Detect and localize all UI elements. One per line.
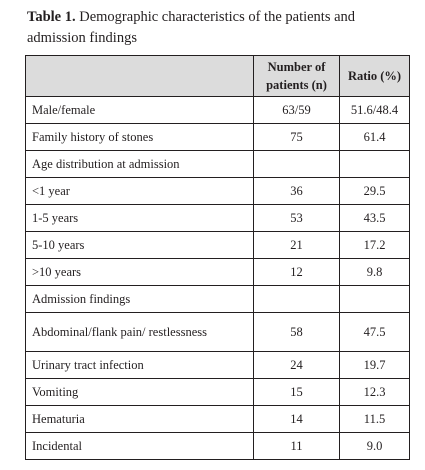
row-label: Incidental <box>25 432 254 460</box>
row-label: Admission findings <box>25 285 254 313</box>
row-ratio: 61.4 <box>339 123 410 151</box>
row-n <box>253 285 340 313</box>
row-label: Vomiting <box>25 378 254 406</box>
row-n: 15 <box>253 378 340 406</box>
header-row: Number of patients (n) Ratio (%) <box>25 55 410 97</box>
row-label: Abdominal/flank pain/ restlessness <box>25 312 254 352</box>
table-caption-label: Table 1. <box>27 9 76 25</box>
row-ratio <box>339 150 410 178</box>
table-row: Age distribution at admission <box>25 150 410 178</box>
row-ratio: 51.6/48.4 <box>339 96 410 124</box>
row-n: 53 <box>253 204 340 232</box>
row-ratio: 12.3 <box>339 378 410 406</box>
row-ratio: 9.8 <box>339 258 410 286</box>
row-n: 36 <box>253 177 340 205</box>
header-cell-number: Number of patients (n) <box>253 55 340 97</box>
table-caption: Table 1. Demographic characteristics of … <box>27 7 407 49</box>
row-n: 75 <box>253 123 340 151</box>
row-label: Urinary tract infection <box>25 351 254 379</box>
table-row: Hematuria 14 11.5 <box>25 405 410 433</box>
row-label: 5-10 years <box>25 231 254 259</box>
table-row: Family history of stones 75 61.4 <box>25 123 410 151</box>
row-n: 21 <box>253 231 340 259</box>
row-ratio: 19.7 <box>339 351 410 379</box>
row-label: <1 year <box>25 177 254 205</box>
header-cell-blank <box>25 55 254 97</box>
row-ratio: 29.5 <box>339 177 410 205</box>
table-row: Incidental 11 9.0 <box>25 432 410 460</box>
row-n: 14 <box>253 405 340 433</box>
row-ratio: 9.0 <box>339 432 410 460</box>
row-label: Age distribution at admission <box>25 150 254 178</box>
row-n <box>253 150 340 178</box>
row-label: Family history of stones <box>25 123 254 151</box>
table-row: Admission findings <box>25 285 410 313</box>
demographics-table: Number of patients (n) Ratio (%) Male/fe… <box>25 55 410 460</box>
table-row: <1 year 36 29.5 <box>25 177 410 205</box>
table-caption-text: Demographic characteristics of the patie… <box>27 9 356 46</box>
row-ratio <box>339 285 410 313</box>
table-row: Abdominal/flank pain/ restlessness 58 47… <box>25 312 410 352</box>
table-row: Vomiting 15 12.3 <box>25 378 410 406</box>
table-row: 5-10 years 21 17.2 <box>25 231 410 259</box>
row-label: 1-5 years <box>25 204 254 232</box>
table-row: Urinary tract infection 24 19.7 <box>25 351 410 379</box>
table-row: Male/female 63/59 51.6/48.4 <box>25 96 410 124</box>
table-row: 1-5 years 53 43.5 <box>25 204 410 232</box>
row-n: 24 <box>253 351 340 379</box>
table-row: >10 years 12 9.8 <box>25 258 410 286</box>
row-n: 11 <box>253 432 340 460</box>
row-n: 12 <box>253 258 340 286</box>
row-n: 58 <box>253 312 340 352</box>
row-ratio: 11.5 <box>339 405 410 433</box>
row-ratio: 47.5 <box>339 312 410 352</box>
row-label: >10 years <box>25 258 254 286</box>
row-ratio: 17.2 <box>339 231 410 259</box>
row-n: 63/59 <box>253 96 340 124</box>
header-cell-ratio: Ratio (%) <box>339 55 410 97</box>
row-ratio: 43.5 <box>339 204 410 232</box>
row-label: Male/female <box>25 96 254 124</box>
row-label: Hematuria <box>25 405 254 433</box>
